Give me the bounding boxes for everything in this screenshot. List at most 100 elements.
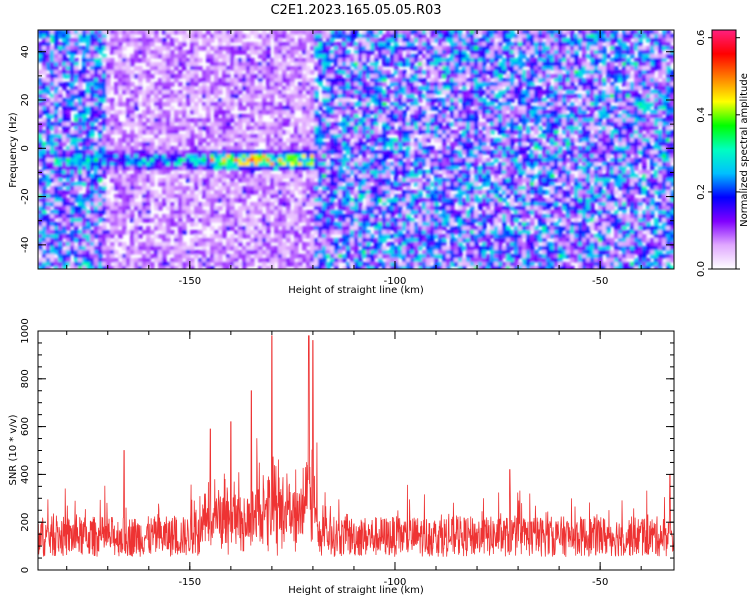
heatmap-cell bbox=[394, 162, 399, 167]
heatmap-cell bbox=[230, 66, 235, 71]
heatmap-cell bbox=[206, 90, 211, 95]
heatmap-cell bbox=[142, 34, 147, 39]
heatmap-cell bbox=[378, 70, 383, 75]
heatmap-cell bbox=[278, 78, 283, 83]
heatmap-cell bbox=[190, 138, 195, 143]
heatmap-cell bbox=[118, 94, 123, 99]
heatmap-cell bbox=[70, 154, 75, 159]
heatmap-cell bbox=[86, 62, 91, 67]
heatmap-cell bbox=[74, 50, 79, 55]
heatmap-cell bbox=[378, 162, 383, 167]
heatmap-cell bbox=[246, 122, 251, 127]
heatmap-cell bbox=[558, 38, 563, 43]
heatmap-cell bbox=[666, 78, 671, 83]
heatmap-cell bbox=[330, 78, 335, 83]
heatmap-cell bbox=[614, 90, 619, 95]
heatmap-cell bbox=[494, 146, 499, 151]
heatmap-cell bbox=[586, 142, 591, 147]
heatmap-cell bbox=[502, 170, 507, 175]
heatmap-cell bbox=[274, 126, 279, 131]
heatmap-cell bbox=[650, 146, 655, 151]
heatmap-cell bbox=[450, 166, 455, 171]
heatmap-cell bbox=[602, 62, 607, 67]
heatmap-cell bbox=[478, 66, 483, 71]
heatmap-cell bbox=[618, 154, 623, 159]
heatmap-cell bbox=[138, 74, 143, 79]
heatmap-cell bbox=[114, 150, 119, 155]
heatmap-cell bbox=[594, 70, 599, 75]
heatmap-cell bbox=[342, 138, 347, 143]
heatmap-cell bbox=[158, 138, 163, 143]
heatmap-cell bbox=[302, 166, 307, 171]
heatmap-cell bbox=[186, 126, 191, 131]
heatmap-cell bbox=[454, 130, 459, 135]
heatmap-cell bbox=[630, 162, 635, 167]
heatmap-cell bbox=[78, 134, 83, 139]
heatmap-cell bbox=[406, 150, 411, 155]
heatmap-cell bbox=[474, 158, 479, 163]
heatmap-cell bbox=[146, 102, 151, 107]
heatmap-cell bbox=[342, 98, 347, 103]
heatmap-cell bbox=[42, 82, 47, 87]
heatmap-cell bbox=[366, 150, 371, 155]
heatmap-cell bbox=[54, 78, 59, 83]
heatmap-cell bbox=[46, 62, 51, 67]
heatmap-cell bbox=[418, 142, 423, 147]
heatmap-cell bbox=[402, 114, 407, 119]
heatmap-cell bbox=[618, 34, 623, 39]
heatmap-cell bbox=[530, 70, 535, 75]
heatmap-cell bbox=[106, 146, 111, 151]
heatmap-cell bbox=[490, 150, 495, 155]
heatmap-cell bbox=[62, 162, 67, 167]
heatmap-cell bbox=[658, 90, 663, 95]
heatmap-cell bbox=[186, 158, 191, 163]
heatmap-cell bbox=[78, 98, 83, 103]
heatmap-cell bbox=[278, 46, 283, 51]
heatmap-cell bbox=[74, 170, 79, 175]
heatmap-cell bbox=[106, 142, 111, 147]
heatmap-cell bbox=[330, 134, 335, 139]
heatmap-cell bbox=[542, 98, 547, 103]
heatmap-cell bbox=[406, 86, 411, 91]
heatmap-cell bbox=[242, 66, 247, 71]
heatmap-cell bbox=[210, 130, 215, 135]
heatmap-cell bbox=[470, 122, 475, 127]
heatmap-cell bbox=[562, 78, 567, 83]
heatmap-cell bbox=[394, 146, 399, 151]
heatmap-cell bbox=[238, 114, 243, 119]
heatmap-cell bbox=[482, 150, 487, 155]
heatmap-cell bbox=[218, 78, 223, 83]
heatmap-cell bbox=[286, 34, 291, 39]
heatmap-cell bbox=[306, 114, 311, 119]
heatmap-cell bbox=[550, 46, 555, 51]
heatmap-cell bbox=[278, 118, 283, 123]
heatmap-cell bbox=[106, 98, 111, 103]
heatmap-cell bbox=[446, 86, 451, 91]
heatmap-cell bbox=[86, 46, 91, 51]
heatmap-cell bbox=[130, 106, 135, 111]
heatmap-cell bbox=[302, 110, 307, 115]
heatmap-cell bbox=[86, 154, 91, 159]
heatmap-cell bbox=[374, 38, 379, 43]
heatmap-cell bbox=[138, 70, 143, 75]
heatmap-cell bbox=[598, 78, 603, 83]
heatmap-cell bbox=[214, 162, 219, 167]
heatmap-cell bbox=[590, 46, 595, 51]
heatmap-cell bbox=[166, 90, 171, 95]
heatmap-cell bbox=[414, 58, 419, 63]
heatmap-cell bbox=[506, 146, 511, 151]
heatmap-cell bbox=[162, 102, 167, 107]
heatmap-cell bbox=[606, 78, 611, 83]
heatmap-cell bbox=[114, 74, 119, 79]
heatmap-cell bbox=[486, 158, 491, 163]
heatmap-cell bbox=[666, 30, 671, 35]
heatmap-cell bbox=[650, 66, 655, 71]
heatmap-cell bbox=[126, 158, 131, 163]
heatmap-cell bbox=[358, 70, 363, 75]
heatmap-cell bbox=[450, 130, 455, 135]
heatmap-cell bbox=[554, 82, 559, 87]
heatmap-cell bbox=[494, 150, 499, 155]
heatmap-cell bbox=[618, 74, 623, 79]
heatmap-cell bbox=[230, 166, 235, 171]
heatmap-cell bbox=[442, 34, 447, 39]
